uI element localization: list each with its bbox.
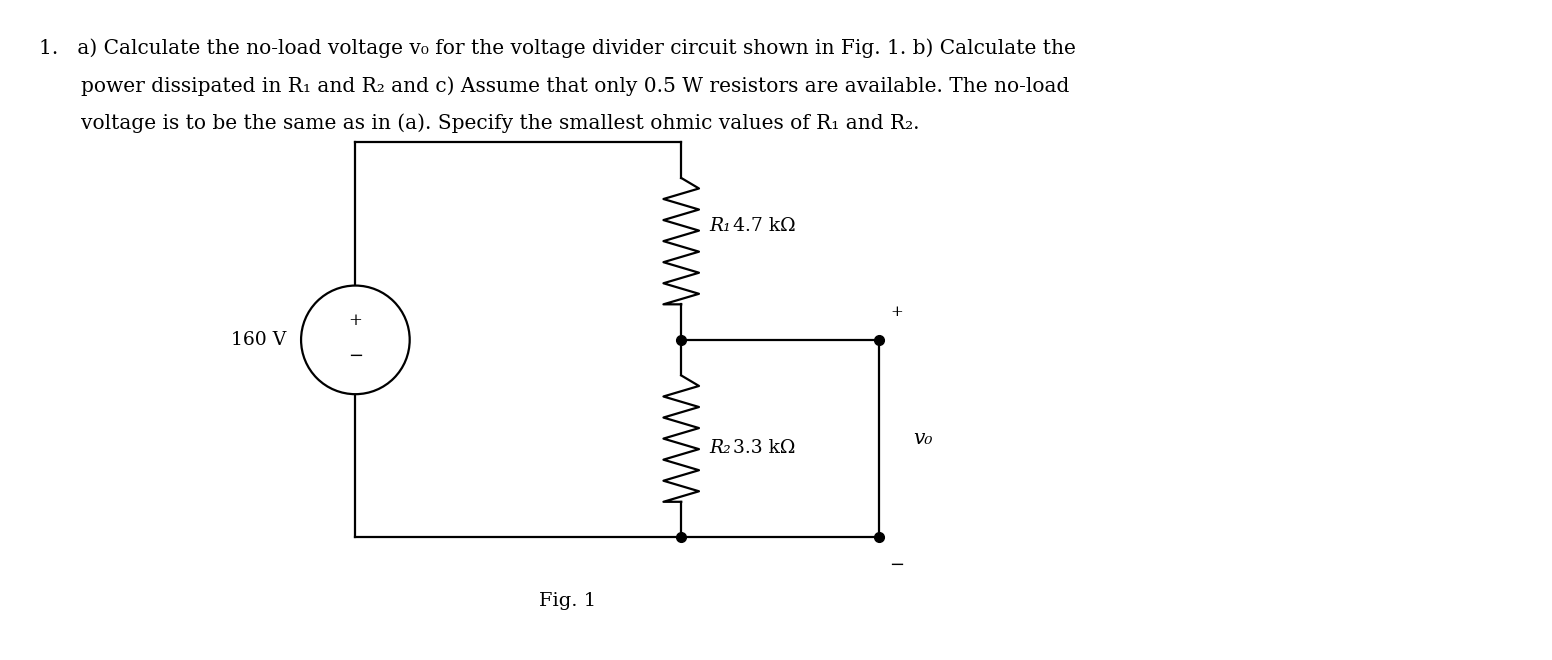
- Text: R₁: R₁: [709, 217, 731, 236]
- Text: R₂: R₂: [709, 440, 731, 457]
- Ellipse shape: [301, 286, 410, 394]
- Text: 3.3 kΩ: 3.3 kΩ: [733, 440, 795, 457]
- Text: 4.7 kΩ: 4.7 kΩ: [733, 217, 795, 236]
- Text: power dissipated in R₁ and R₂ and c) Assume that only 0.5 W resistors are availa: power dissipated in R₁ and R₂ and c) Ass…: [81, 77, 1069, 96]
- Text: 1.   a) Calculate the no-load voltage v₀ for the voltage divider circuit shown i: 1. a) Calculate the no-load voltage v₀ f…: [39, 39, 1076, 58]
- Text: −: −: [889, 556, 903, 574]
- Text: voltage is to be the same as in (a). Specify the smallest ohmic values of R₁ and: voltage is to be the same as in (a). Spe…: [81, 114, 919, 133]
- Text: −: −: [348, 347, 363, 365]
- Text: v₀: v₀: [913, 429, 933, 448]
- Text: 160 V: 160 V: [231, 331, 286, 349]
- Text: +: +: [891, 305, 903, 319]
- Text: +: +: [349, 312, 362, 329]
- Text: Fig. 1: Fig. 1: [539, 591, 596, 610]
